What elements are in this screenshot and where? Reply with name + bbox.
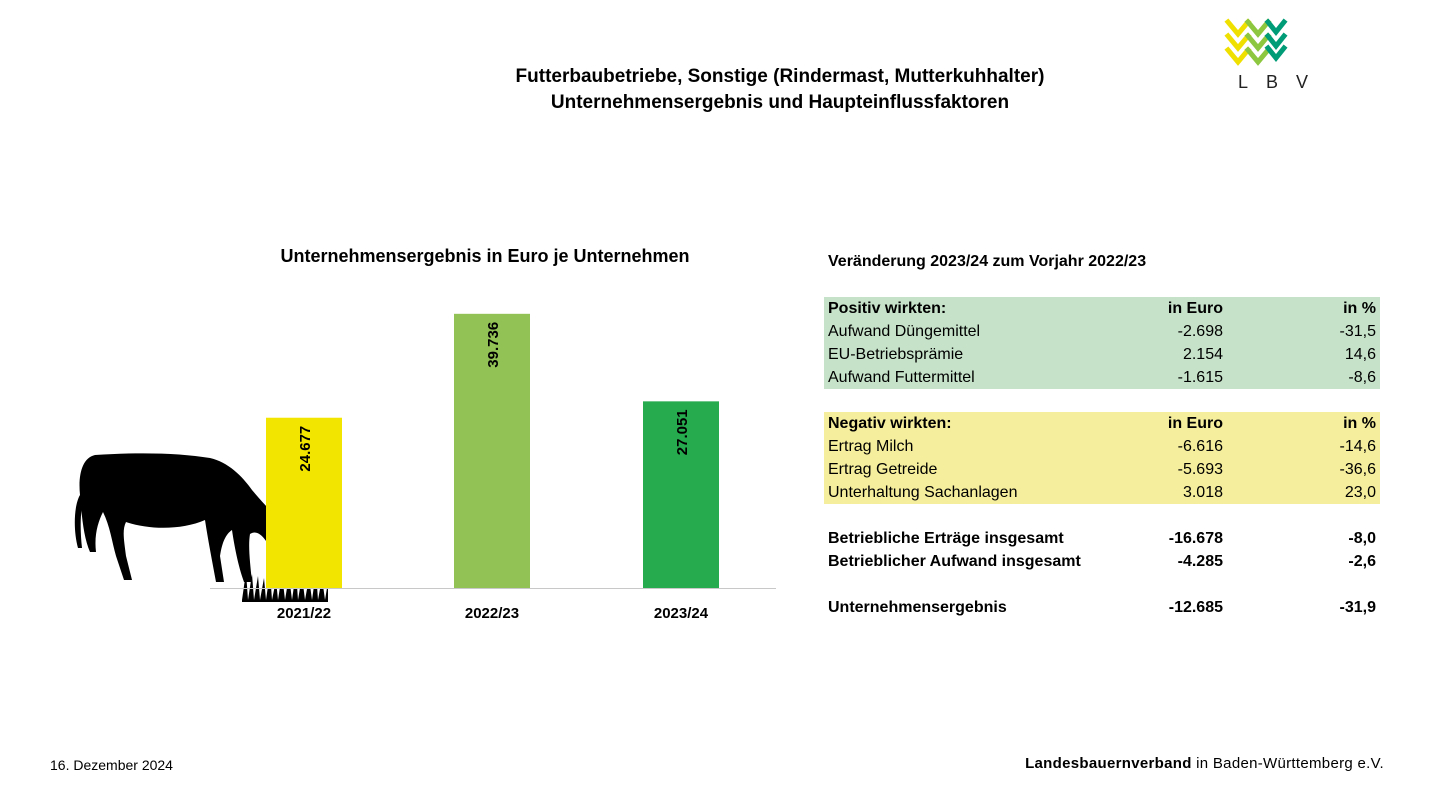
negative-header-eur: in Euro: [1167, 415, 1223, 432]
table-row: Ertrag Getreide -5.693 -36,6: [824, 458, 1380, 481]
row-pct: -14,6: [1339, 438, 1376, 455]
row-label: EU-Betriebsprämie: [828, 346, 964, 363]
row-label: Aufwand Düngemittel: [828, 323, 981, 340]
table-row: Betrieblicher Aufwand insgesamt -4.285 -…: [824, 550, 1380, 573]
result-row: Unternehmensergebnis -12.685 -31,9: [824, 596, 1380, 619]
positive-header-eur: in Euro: [1167, 300, 1223, 317]
row-pct: 14,6: [1344, 346, 1376, 363]
row-label: Ertrag Milch: [828, 438, 914, 455]
negative-header: Negativ wirkten: in Euro in %: [824, 412, 1380, 435]
page-title-line1: Futterbaubetriebe, Sonstige (Rindermast,…: [515, 66, 1045, 87]
data-label-2023/24: 27.051: [674, 409, 691, 455]
row-label: Betriebliche Erträge insgesamt: [828, 530, 1064, 547]
negative-header-pct: in %: [1343, 415, 1376, 432]
positive-group: Positiv wirkten: in Euro in % Aufwand Dü…: [824, 297, 1380, 389]
footer-org: Landesbauernverband in Baden-Württemberg…: [1025, 755, 1384, 772]
x-tick-label-2023/24: 2023/24: [654, 605, 709, 622]
row-eur: 3.018: [1182, 484, 1223, 501]
row-eur: -16.678: [1168, 530, 1223, 547]
row-eur: -2.698: [1177, 323, 1223, 340]
table-row: Unterhaltung Sachanlagen 3.018 23,0: [824, 481, 1380, 504]
x-tick-label-2022/23: 2022/23: [465, 605, 519, 622]
row-eur: -1.615: [1177, 369, 1223, 386]
result-eur: -12.685: [1168, 599, 1223, 616]
positive-header: Positiv wirkten: in Euro in %: [824, 297, 1380, 320]
table-title: Veränderung 2023/24 zum Vorjahr 2022/23: [828, 253, 1147, 270]
logo-letter-v: V: [1295, 72, 1310, 92]
row-label: Unterhaltung Sachanlagen: [828, 484, 1018, 501]
positive-header-label: Positiv wirkten:: [828, 300, 947, 317]
lbv-logo: L B V: [1222, 16, 1308, 96]
logo-letter-b: B: [1265, 72, 1280, 92]
row-pct: 23,0: [1344, 484, 1376, 501]
row-eur: -5.693: [1177, 461, 1223, 478]
row-label: Betrieblicher Aufwand insgesamt: [828, 553, 1081, 570]
row-label: Aufwand Futtermittel: [828, 369, 975, 386]
x-tick-label-2021/22: 2021/22: [277, 605, 331, 622]
table-row: Ertrag Milch -6.616 -14,6: [824, 435, 1380, 458]
logo-letter-l: L: [1238, 72, 1251, 92]
result-group: Unternehmensergebnis -12.685 -31,9: [824, 596, 1380, 619]
row-eur: -6.616: [1177, 438, 1223, 455]
row-pct: -36,6: [1339, 461, 1376, 478]
totals-group: Betriebliche Erträge insgesamt -16.678 -…: [824, 527, 1380, 573]
wheat-icon: [1224, 18, 1288, 66]
bar-chart: 24.677 39.736 27.051 2021/22 2022/23 2023/24: [74, 313, 776, 622]
row-pct: -8,6: [1348, 369, 1376, 386]
bar-2023/24: [643, 401, 719, 588]
row-eur: 2.154: [1182, 346, 1223, 363]
data-label-2021/22: 24.677: [297, 426, 314, 472]
page-title: Futterbaubetriebe, Sonstige (Rindermast,…: [380, 64, 1180, 116]
table-row: Betriebliche Erträge insgesamt -16.678 -…: [824, 527, 1380, 550]
logo-letters: L B V: [1238, 72, 1310, 93]
chart-title: Unternehmensergebnis in Euro je Unterneh…: [280, 246, 690, 266]
data-label-2022/23: 39.736: [485, 322, 502, 368]
footer-org-bold: Landesbauernverband: [1025, 755, 1192, 772]
table-row: Aufwand Futtermittel -1.615 -8,6: [824, 366, 1380, 389]
positive-header-pct: in %: [1343, 300, 1376, 317]
page-title-line2: Unternehmensergebnis und Haupteinflussfa…: [550, 92, 1010, 113]
cow-icon: [74, 453, 328, 602]
footer-date: 16. Dezember 2024: [50, 757, 173, 773]
negative-group: Negativ wirkten: in Euro in % Ertrag Mil…: [824, 412, 1380, 504]
bar-2022/23: [454, 313, 530, 588]
table-row: Aufwand Düngemittel -2.698 -31,5: [824, 320, 1380, 343]
footer-org-rest: in Baden-Württemberg e.V.: [1191, 755, 1384, 772]
row-pct: -8,0: [1348, 530, 1376, 547]
row-pct: -2,6: [1348, 553, 1376, 570]
bar-2021/22: [266, 417, 342, 588]
row-eur: -4.285: [1177, 553, 1223, 570]
negative-header-label: Negativ wirkten:: [828, 415, 952, 432]
row-label: Ertrag Getreide: [828, 461, 938, 478]
result-pct: -31,9: [1339, 599, 1376, 616]
table-row: EU-Betriebsprämie 2.154 14,6: [824, 343, 1380, 366]
result-label: Unternehmensergebnis: [828, 599, 1007, 616]
row-pct: -31,5: [1339, 323, 1376, 340]
